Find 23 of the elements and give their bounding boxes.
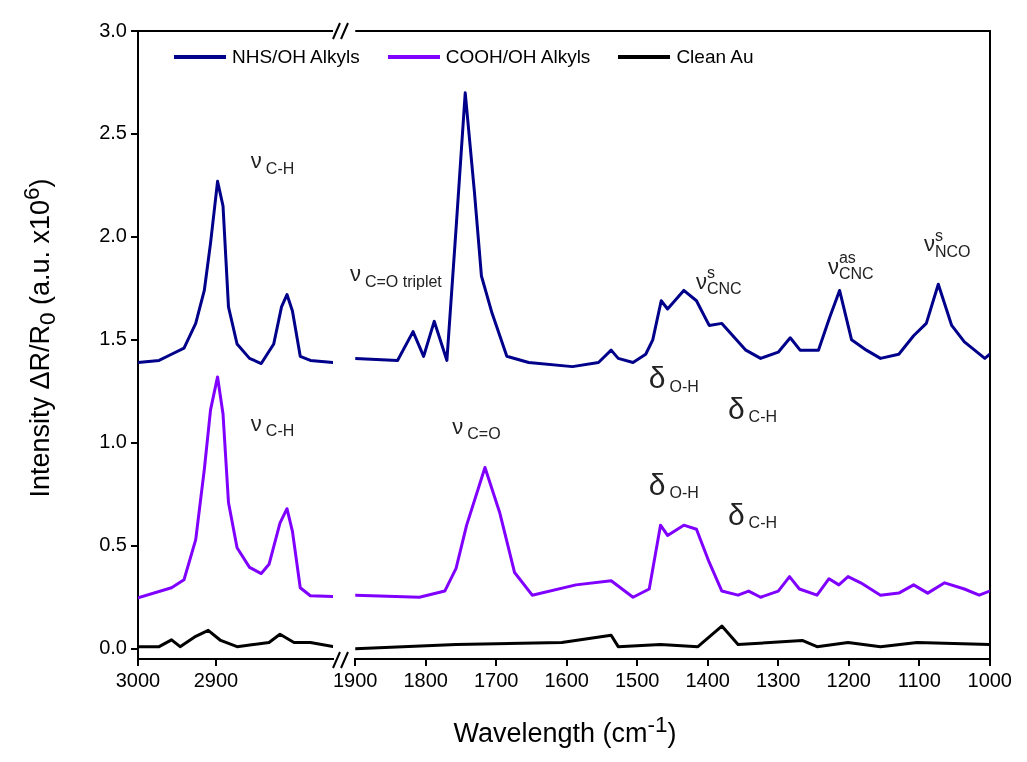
y-tick-label: 0.0 — [99, 636, 127, 659]
legend-label: Clean Au — [676, 46, 754, 68]
y-tick-label: 3.0 — [99, 18, 127, 41]
x-tick-label: 1300 — [756, 668, 801, 691]
y-tick-label: 0.5 — [99, 533, 127, 556]
y-tick-label: 1.5 — [99, 327, 127, 350]
x-tick-label: 1900 — [333, 668, 378, 691]
x-tick-label: 1200 — [826, 668, 871, 691]
x-axis-title: Wavelength (cm$^{-1}$) — [453, 711, 677, 749]
x-tick-label: 1500 — [615, 668, 660, 691]
x-tick-label: 1400 — [685, 668, 730, 691]
x-tick-label: 1800 — [403, 668, 448, 691]
legend-label: COOH/OH Alkyls — [445, 46, 591, 68]
legend-label: NHS/OH Alkyls — [232, 46, 360, 68]
x-tick-label: 1100 — [897, 668, 941, 691]
x-tick-label: 3000 — [115, 668, 161, 691]
x-tick-label: 2900 — [193, 668, 239, 691]
y-tick-label: 1.0 — [99, 430, 127, 453]
x-tick-label: 1600 — [544, 668, 589, 691]
y-tick-label: 2.5 — [99, 121, 127, 144]
y-tick-label: 2.0 — [99, 224, 127, 247]
x-tick-label: 1700 — [474, 668, 519, 691]
x-tick-label: 1000 — [967, 668, 1012, 691]
